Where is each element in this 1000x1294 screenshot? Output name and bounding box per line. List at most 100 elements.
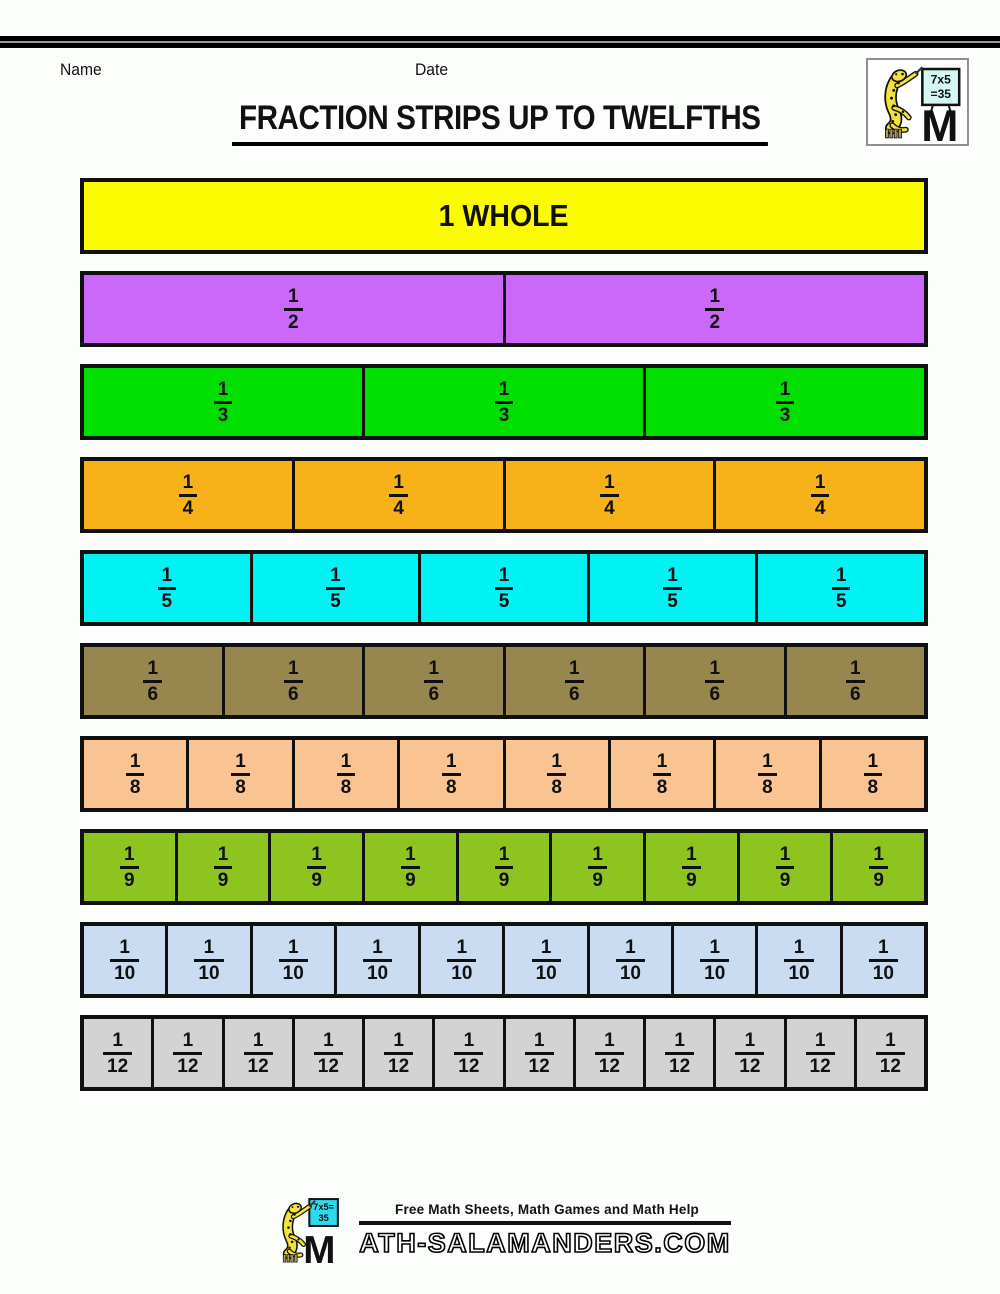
fraction: 1 12 [454,1031,484,1077]
fraction-denominator: 12 [739,1055,761,1077]
fraction-cell: 1 10 [418,926,502,994]
fraction-denominator: 4 [604,497,615,519]
fraction-bar [775,400,795,404]
fraction-bar [600,493,619,497]
fraction-denominator: 10 [198,962,220,984]
fraction-bar [784,958,814,962]
fraction-numerator: 1 [498,564,510,586]
fraction-numerator: 1 [762,750,773,772]
fraction-denominator: 4 [393,497,404,519]
footer-logo-graphic: M 7x5= 35 [269,1192,340,1270]
corner-logo-m-letter: M [921,102,958,143]
fraction-numerator: 1 [709,936,721,958]
fraction-numerator: 1 [779,843,791,865]
fraction-denominator: 9 [873,869,884,891]
footer-board-line1: 7x5= [313,1202,334,1212]
fraction-denominator: 9 [311,869,322,891]
fraction-bar [494,400,514,404]
fraction: 1 10 [868,938,898,983]
fraction-numerator: 1 [217,378,229,400]
fraction-numerator: 1 [744,1029,756,1051]
fraction: 1 10 [615,938,645,983]
strips: 1 WHOLE 1 2 1 2 1 3 1 3 1 3 1 4 1 4 1 4 1 4 1 5 1 5 1 5 1 5 1 5 1 6 1 6 1… [80,0,928,1100]
fraction-numerator: 1 [393,1029,404,1051]
fraction-numerator: 1 [287,936,299,958]
fraction-bar [663,586,682,590]
fraction-cell: 1 12 [432,1019,502,1087]
fraction-bar [665,1051,695,1055]
fraction-denominator: 10 [704,962,726,984]
fraction-denominator: 12 [388,1055,410,1077]
fraction-bar [213,865,233,869]
fraction-denominator: 3 [779,404,791,426]
fraction-bar [758,772,777,776]
fraction: 1 12 [103,1031,133,1076]
fraction-cell: 1 12 [713,1019,783,1087]
footer-tagline: Free Math Sheets, Math Games and Math He… [395,1202,699,1217]
fraction-denominator: 3 [498,404,510,426]
fraction-numerator: 1 [217,843,229,865]
fraction-denominator: 8 [656,776,668,798]
fraction-denominator: 6 [709,683,721,705]
fraction-denominator: 10 [535,962,557,984]
fraction-numerator: 1 [498,378,510,400]
strip-12ths: 1 12 1 12 1 12 1 12 1 12 1 12 1 12 1 12 1 12 1 12 1 12 1 12 [80,1015,928,1091]
fraction-bar [389,493,408,497]
footer-text-block: Free Math Sheets, Math Games and Math He… [327,1192,731,1259]
fraction-numerator: 1 [235,750,246,772]
fraction-denominator: 2 [709,311,721,333]
fraction-bar [213,400,233,404]
fraction-bar [875,1051,905,1055]
fraction-bar [384,1051,414,1055]
fraction-bar [735,1051,765,1055]
fraction-bar [283,679,303,683]
page-title: FRACTION STRIPS UP TO TWELFTHS [232,99,768,146]
fraction: 1 10 [362,938,393,983]
fraction-bar [705,307,725,311]
fraction-numerator: 1 [686,843,697,865]
fraction-bar [194,958,224,962]
math-salamanders-corner-logo: M 7x5 =35 [866,58,969,146]
title-wrap: FRACTION STRIPS UP TO TWELFTHS [0,99,1000,146]
strip-1-whole: 1 WHOLE [80,178,928,254]
fraction-denominator: 12 [458,1055,480,1077]
fraction-denominator: 5 [330,590,341,612]
fraction-bar [805,1051,835,1055]
fraction-numerator: 1 [498,843,510,865]
fraction-bar [868,958,898,962]
fraction-denominator: 9 [405,869,416,891]
corner-logo-board [921,67,961,107]
fraction-bar [326,586,345,590]
whole-cell: 1 WHOLE [84,182,924,250]
fraction-denominator: 5 [667,590,678,612]
fraction-numerator: 1 [533,1029,545,1051]
fraction-bar [564,679,584,683]
fraction-numerator: 1 [203,936,215,958]
